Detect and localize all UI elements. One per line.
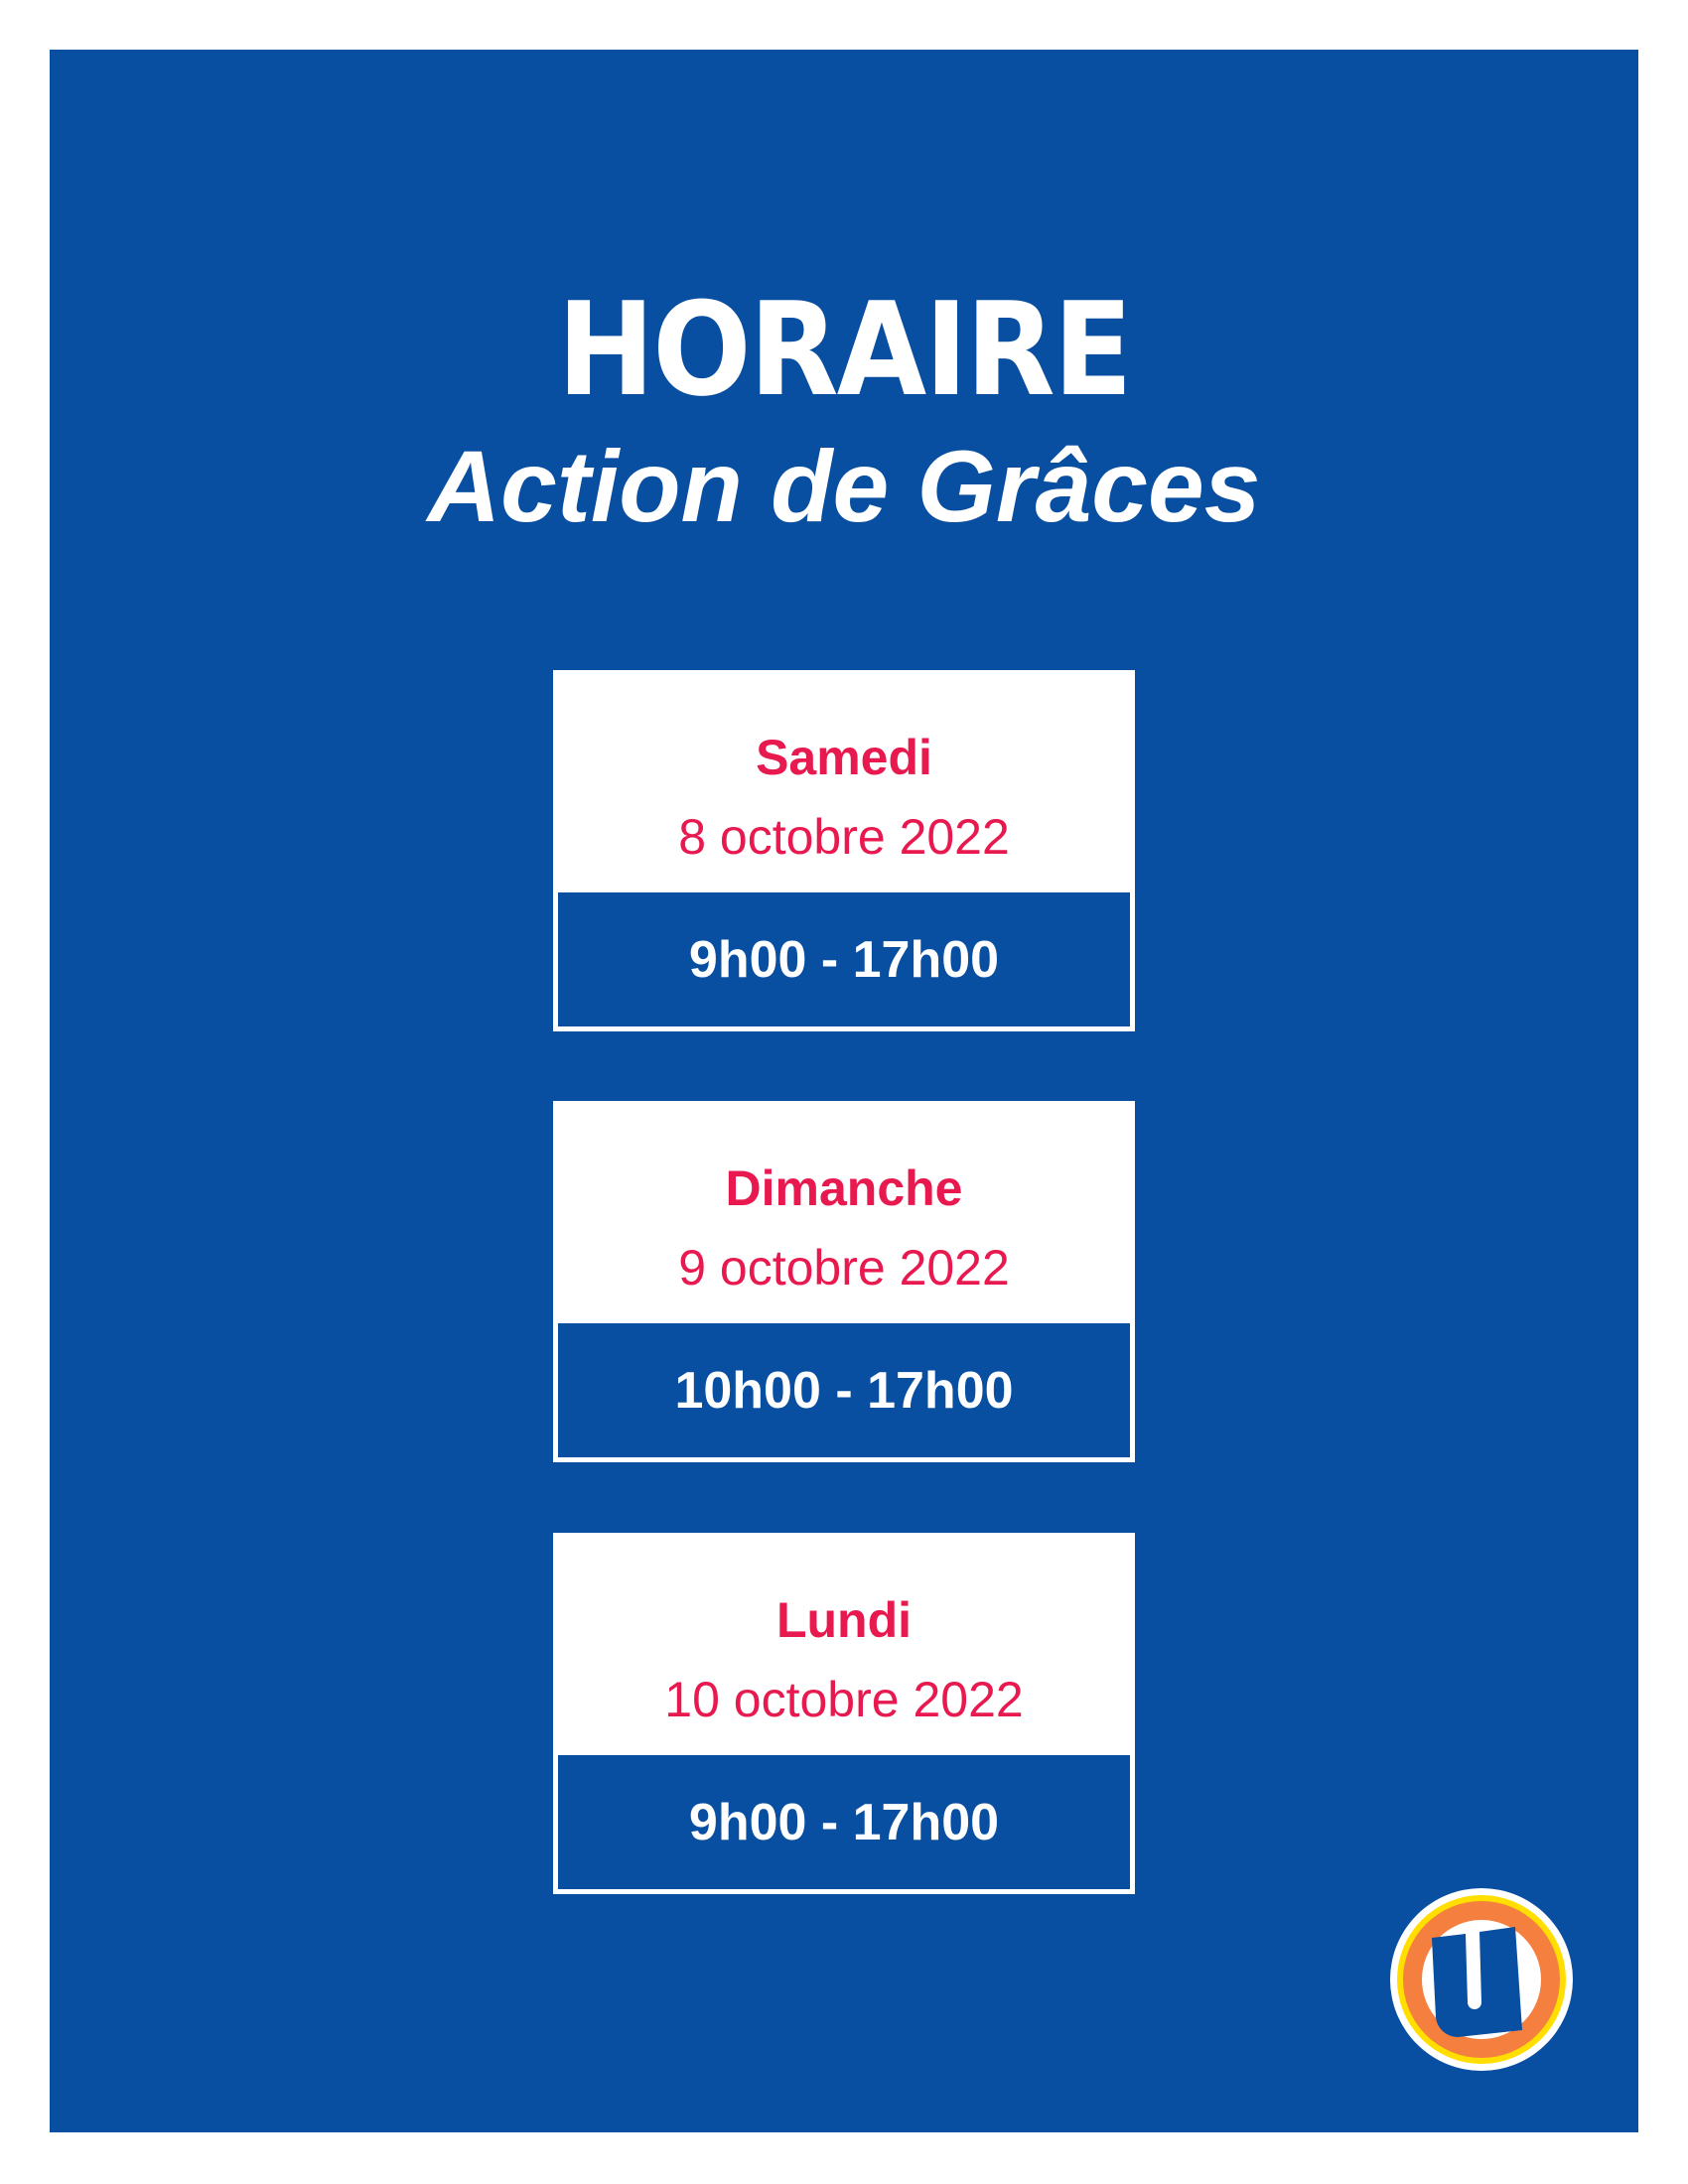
hours-label: 9h00 - 17h00 [558,892,1130,1026]
page-title: HORAIRE [557,274,1132,425]
schedule-card-monday: Lundi 10 octobre 2022 9h00 - 17h00 [553,1533,1135,1894]
date-label: 10 octobre 2022 [664,1672,1024,1727]
date-label: 9 octobre 2022 [678,1240,1010,1296]
day-label: Samedi [756,730,932,785]
page-subtitle: Action de Grâces [427,430,1261,543]
schedule-card-sunday: Dimanche 9 octobre 2022 10h00 - 17h00 [553,1101,1135,1462]
date-label: 8 octobre 2022 [678,809,1010,865]
hours-label: 10h00 - 17h00 [558,1323,1130,1457]
schedule-card-saturday: Samedi 8 octobre 2022 9h00 - 17h00 [553,670,1135,1031]
brand-u-logo-icon [1390,1888,1573,2071]
hours-label: 9h00 - 17h00 [558,1755,1130,1889]
day-label: Lundi [775,1592,913,1648]
day-label: Dimanche [725,1160,963,1216]
